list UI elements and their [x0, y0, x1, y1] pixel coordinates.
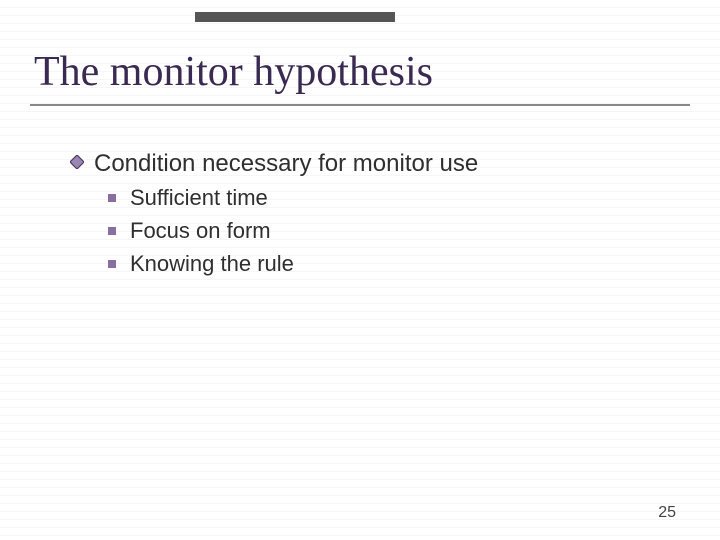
bullet-lvl1-text: Condition necessary for monitor use: [94, 148, 478, 179]
bullet-lvl2: Focus on form: [108, 216, 680, 247]
bullet-lvl2-text: Sufficient time: [130, 183, 268, 214]
bullet-lvl2-text: Focus on form: [130, 216, 271, 247]
bullet-lvl1: Condition necessary for monitor use: [70, 148, 680, 179]
square-bullet-icon: [108, 260, 116, 268]
content-area: Condition necessary for monitor use Suff…: [70, 148, 680, 282]
square-bullet-icon: [108, 194, 116, 202]
diamond-bullet-icon: [70, 155, 84, 169]
bullet-lvl2: Knowing the rule: [108, 249, 680, 280]
slide-title: The monitor hypothesis: [30, 48, 690, 106]
square-bullet-icon: [108, 227, 116, 235]
bullet-lvl2-text: Knowing the rule: [130, 249, 294, 280]
top-accent-area: [0, 0, 720, 30]
page-number: 25: [658, 504, 676, 522]
bullet-lvl2: Sufficient time: [108, 183, 680, 214]
title-block: The monitor hypothesis: [30, 48, 690, 106]
top-accent-bar: [195, 12, 395, 22]
